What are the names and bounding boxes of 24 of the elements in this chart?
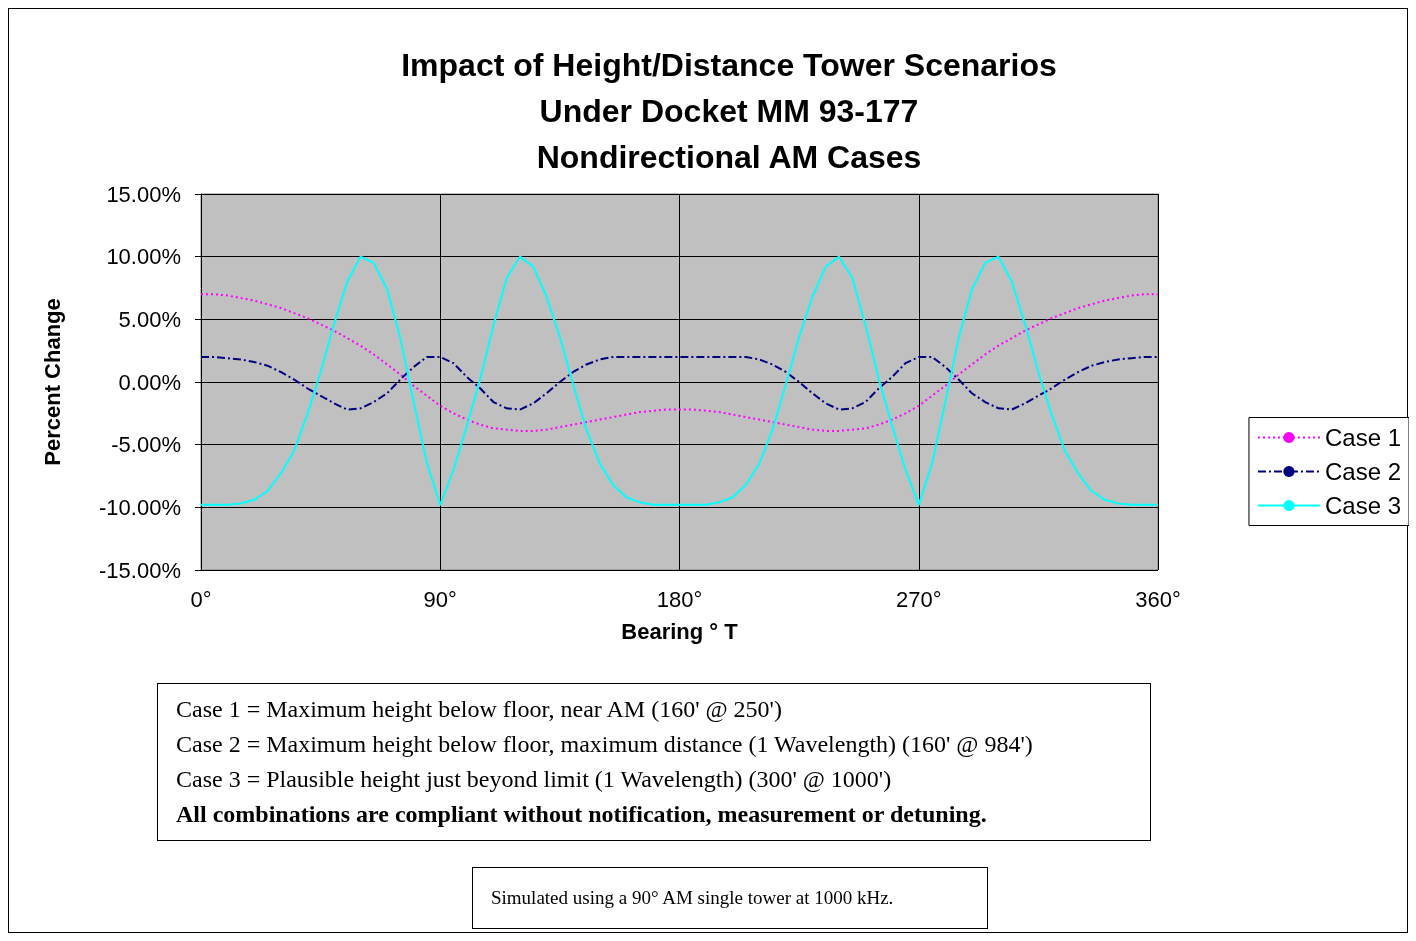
y-tick-label: -15.00% — [99, 557, 181, 583]
legend-label: Case 1 — [1324, 424, 1401, 451]
y-tick-label: 15.00% — [106, 181, 181, 207]
text: Case 2 = Maximum height below floor, maximum distance (1 Wavelength) (160' @ 984') — [176, 730, 1034, 759]
x-tick-label: 0° — [190, 586, 212, 612]
y-tick-label: 10.00% — [106, 244, 181, 270]
x-tick-label: 180° — [656, 586, 703, 612]
legend-label: Case 3 — [1324, 492, 1401, 519]
y-tick-label: 0.00% — [118, 369, 181, 395]
text: All combinations are compliant without notification, measurement or detuning. — [176, 800, 988, 829]
legend-label: Case 2 — [1324, 458, 1401, 485]
y-tick-label: -10.00% — [99, 494, 181, 520]
chart-title: Impact of Height/Distance Tower Scenarios Under Docket MM 93-177 Nondirectional AM Cases — [401, 47, 1057, 175]
y-tick-label: 5.00% — [118, 306, 181, 332]
line-series — [200, 355, 1159, 411]
x-axis-title: Bearing ° T — [621, 618, 739, 644]
text: Case 3 = Plausible height just beyond limit (1 Wavelength) (300' @ 1000') — [176, 765, 893, 794]
text: Case 1 = Maximum height below floor, near AM (160' @ 250') — [176, 695, 783, 724]
x-tick-label: 270° — [895, 586, 942, 612]
y-tick-label: -5.00% — [111, 432, 181, 458]
x-tick-label: 360° — [1135, 586, 1181, 612]
text: Simulated using a 90° AM single tower at 1000 kHz. — [472, 867, 988, 929]
x-tick-label: 90° — [423, 586, 457, 612]
y-axis-title: Percent Change — [39, 298, 65, 466]
